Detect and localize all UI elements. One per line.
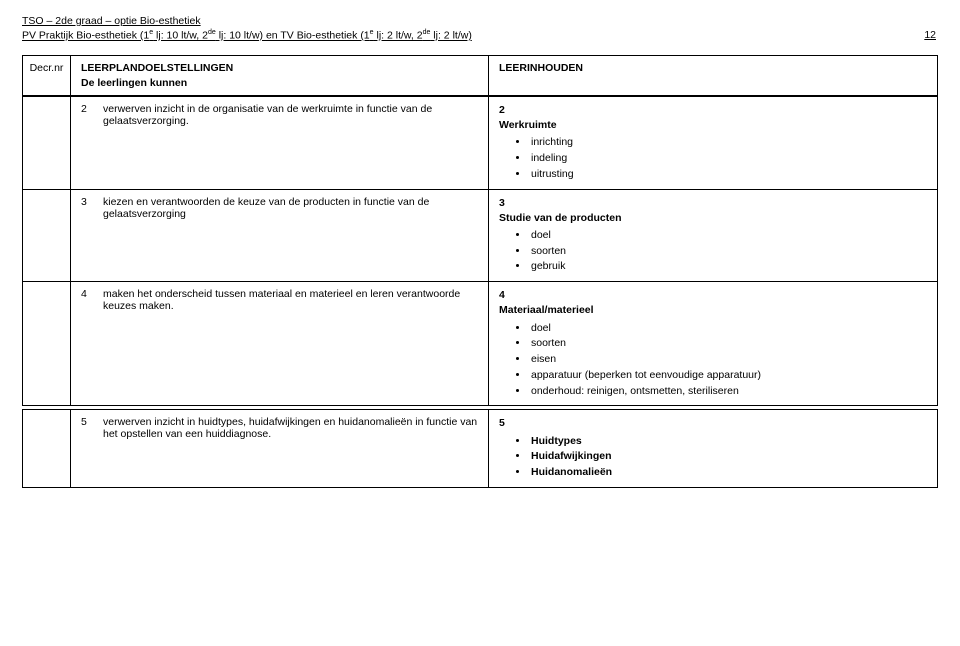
table-row: 3 kiezen en verantwoorden de keuze van d… [22, 189, 938, 282]
table-row: 4 maken het onderscheid tussen materiaal… [22, 281, 938, 406]
header-leerplan: LEERPLANDOELSTELLINGEN De leerlingen kun… [70, 55, 488, 96]
list-item: Huidafwijkingen [529, 449, 927, 465]
list-item: soorten [529, 244, 927, 260]
list-item: uitrusting [529, 167, 927, 183]
table-row: 5 verwerven inzicht in huidtypes, huidaf… [22, 409, 938, 487]
cell-objective: 3 kiezen en verantwoorden de keuze van d… [70, 189, 488, 282]
table-row: 2 verwerven inzicht in de organisatie va… [22, 96, 938, 189]
list-item: indeling [529, 151, 927, 167]
header-leerinhouden: LEERINHOUDEN [488, 55, 938, 96]
cell-num [22, 281, 70, 406]
list-item: soorten [529, 336, 927, 352]
cell-num [22, 189, 70, 282]
cell-objective: 4 maken het onderscheid tussen materiaal… [70, 281, 488, 406]
header-decr: Decr.nr [22, 55, 70, 96]
cell-objective: 2 verwerven inzicht in de organisatie va… [70, 96, 488, 189]
header-line-1: TSO – 2de graad – optie Bio-esthetiek [22, 14, 938, 28]
list-item: Huidtypes [529, 434, 927, 450]
cell-content: 2 Werkruimte inrichting indeling uitrust… [488, 96, 938, 189]
list-item: Huidanomalieën [529, 465, 927, 481]
list-item: eisen [529, 352, 927, 368]
cell-content: 5 Huidtypes Huidafwijkingen Huidanomalie… [488, 409, 938, 487]
cell-content: 4 Materiaal/materieel doel soorten eisen… [488, 281, 938, 406]
list-item: doel [529, 228, 927, 244]
header-line-2: PV Praktijk Bio-esthetiek (1e lj: 10 lt/… [22, 28, 472, 43]
curriculum-table: Decr.nr LEERPLANDOELSTELLINGEN De leerli… [22, 55, 938, 488]
page-number: 12 [924, 28, 938, 43]
cell-num [22, 96, 70, 189]
list-item: inrichting [529, 135, 927, 151]
cell-objective: 5 verwerven inzicht in huidtypes, huidaf… [70, 409, 488, 487]
list-item: gebruik [529, 259, 927, 275]
list-item: doel [529, 321, 927, 337]
cell-num [22, 409, 70, 487]
list-item: apparatuur (beperken tot eenvoudige appa… [529, 368, 927, 384]
list-item: onderhoud: reinigen, ontsmetten, sterili… [529, 384, 927, 400]
cell-content: 3 Studie van de producten doel soorten g… [488, 189, 938, 282]
page-header: TSO – 2de graad – optie Bio-esthetiek PV… [22, 14, 938, 43]
table-header-row: Decr.nr LEERPLANDOELSTELLINGEN De leerli… [22, 55, 938, 96]
